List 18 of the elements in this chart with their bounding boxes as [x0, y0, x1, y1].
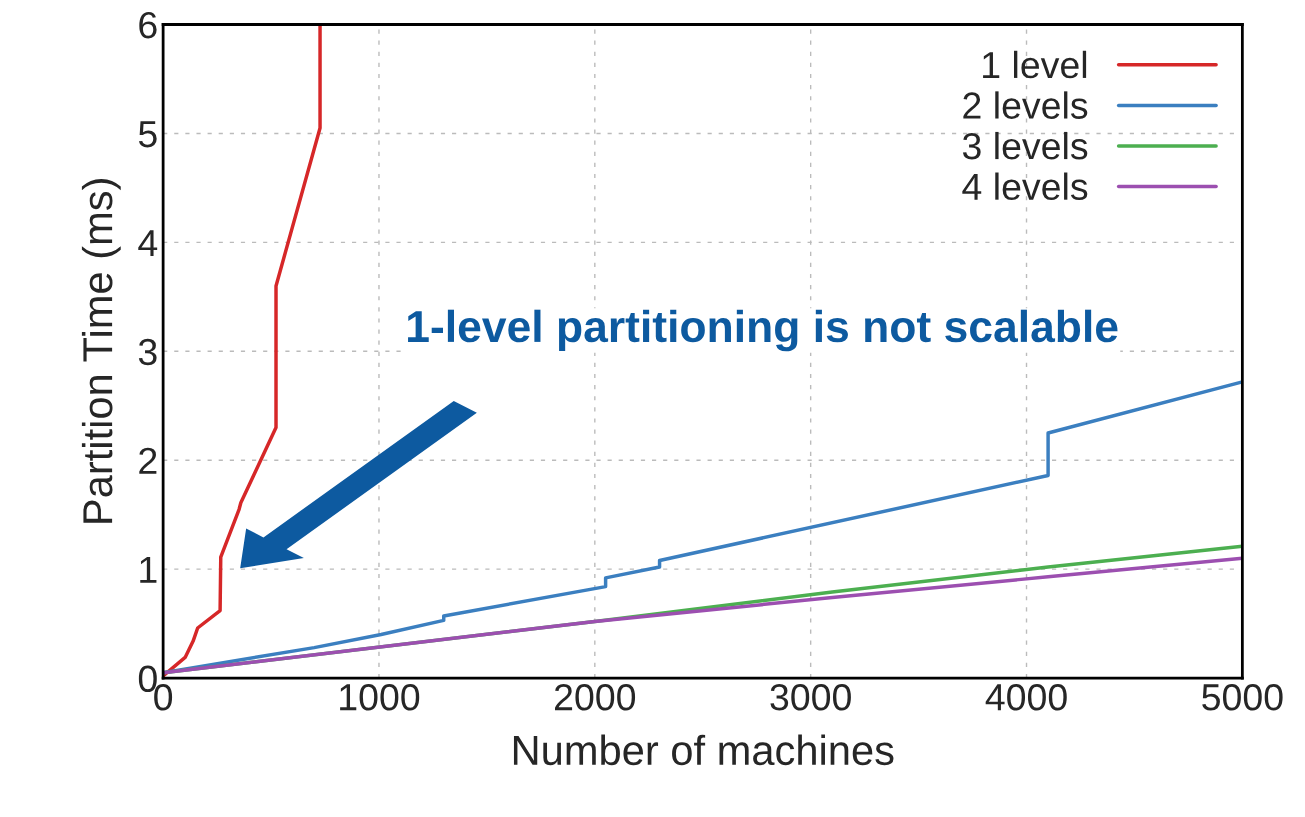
annotation: 1-level partitioning is not scalable: [408, 309, 1118, 352]
x-axis-title: Number of machines: [513, 734, 894, 766]
y-axis-title: Partition Time (ms): [81, 179, 121, 523]
legend-label: 4 levels: [962, 172, 1088, 201]
y-tick-label: 1: [140, 556, 157, 583]
x-tick-label: 4000: [985, 683, 1067, 711]
y-tick-label: 6: [139, 11, 157, 39]
y-tick-label: 4: [138, 230, 158, 256]
x-tick-label: 3000: [770, 683, 851, 711]
y-tick-label: 3: [138, 338, 157, 366]
x-tick-label: 2000: [555, 683, 636, 711]
x-tick-label: 5000: [1202, 683, 1283, 711]
legend-label: 3 levels: [962, 131, 1088, 160]
legend-label: 2 levels: [963, 91, 1088, 119]
y-tick-label: 5: [138, 121, 157, 148]
y-tick-label: 2: [139, 447, 157, 474]
legend-label: 1 level: [983, 50, 1087, 79]
x-tick-label: 1000: [340, 683, 420, 711]
